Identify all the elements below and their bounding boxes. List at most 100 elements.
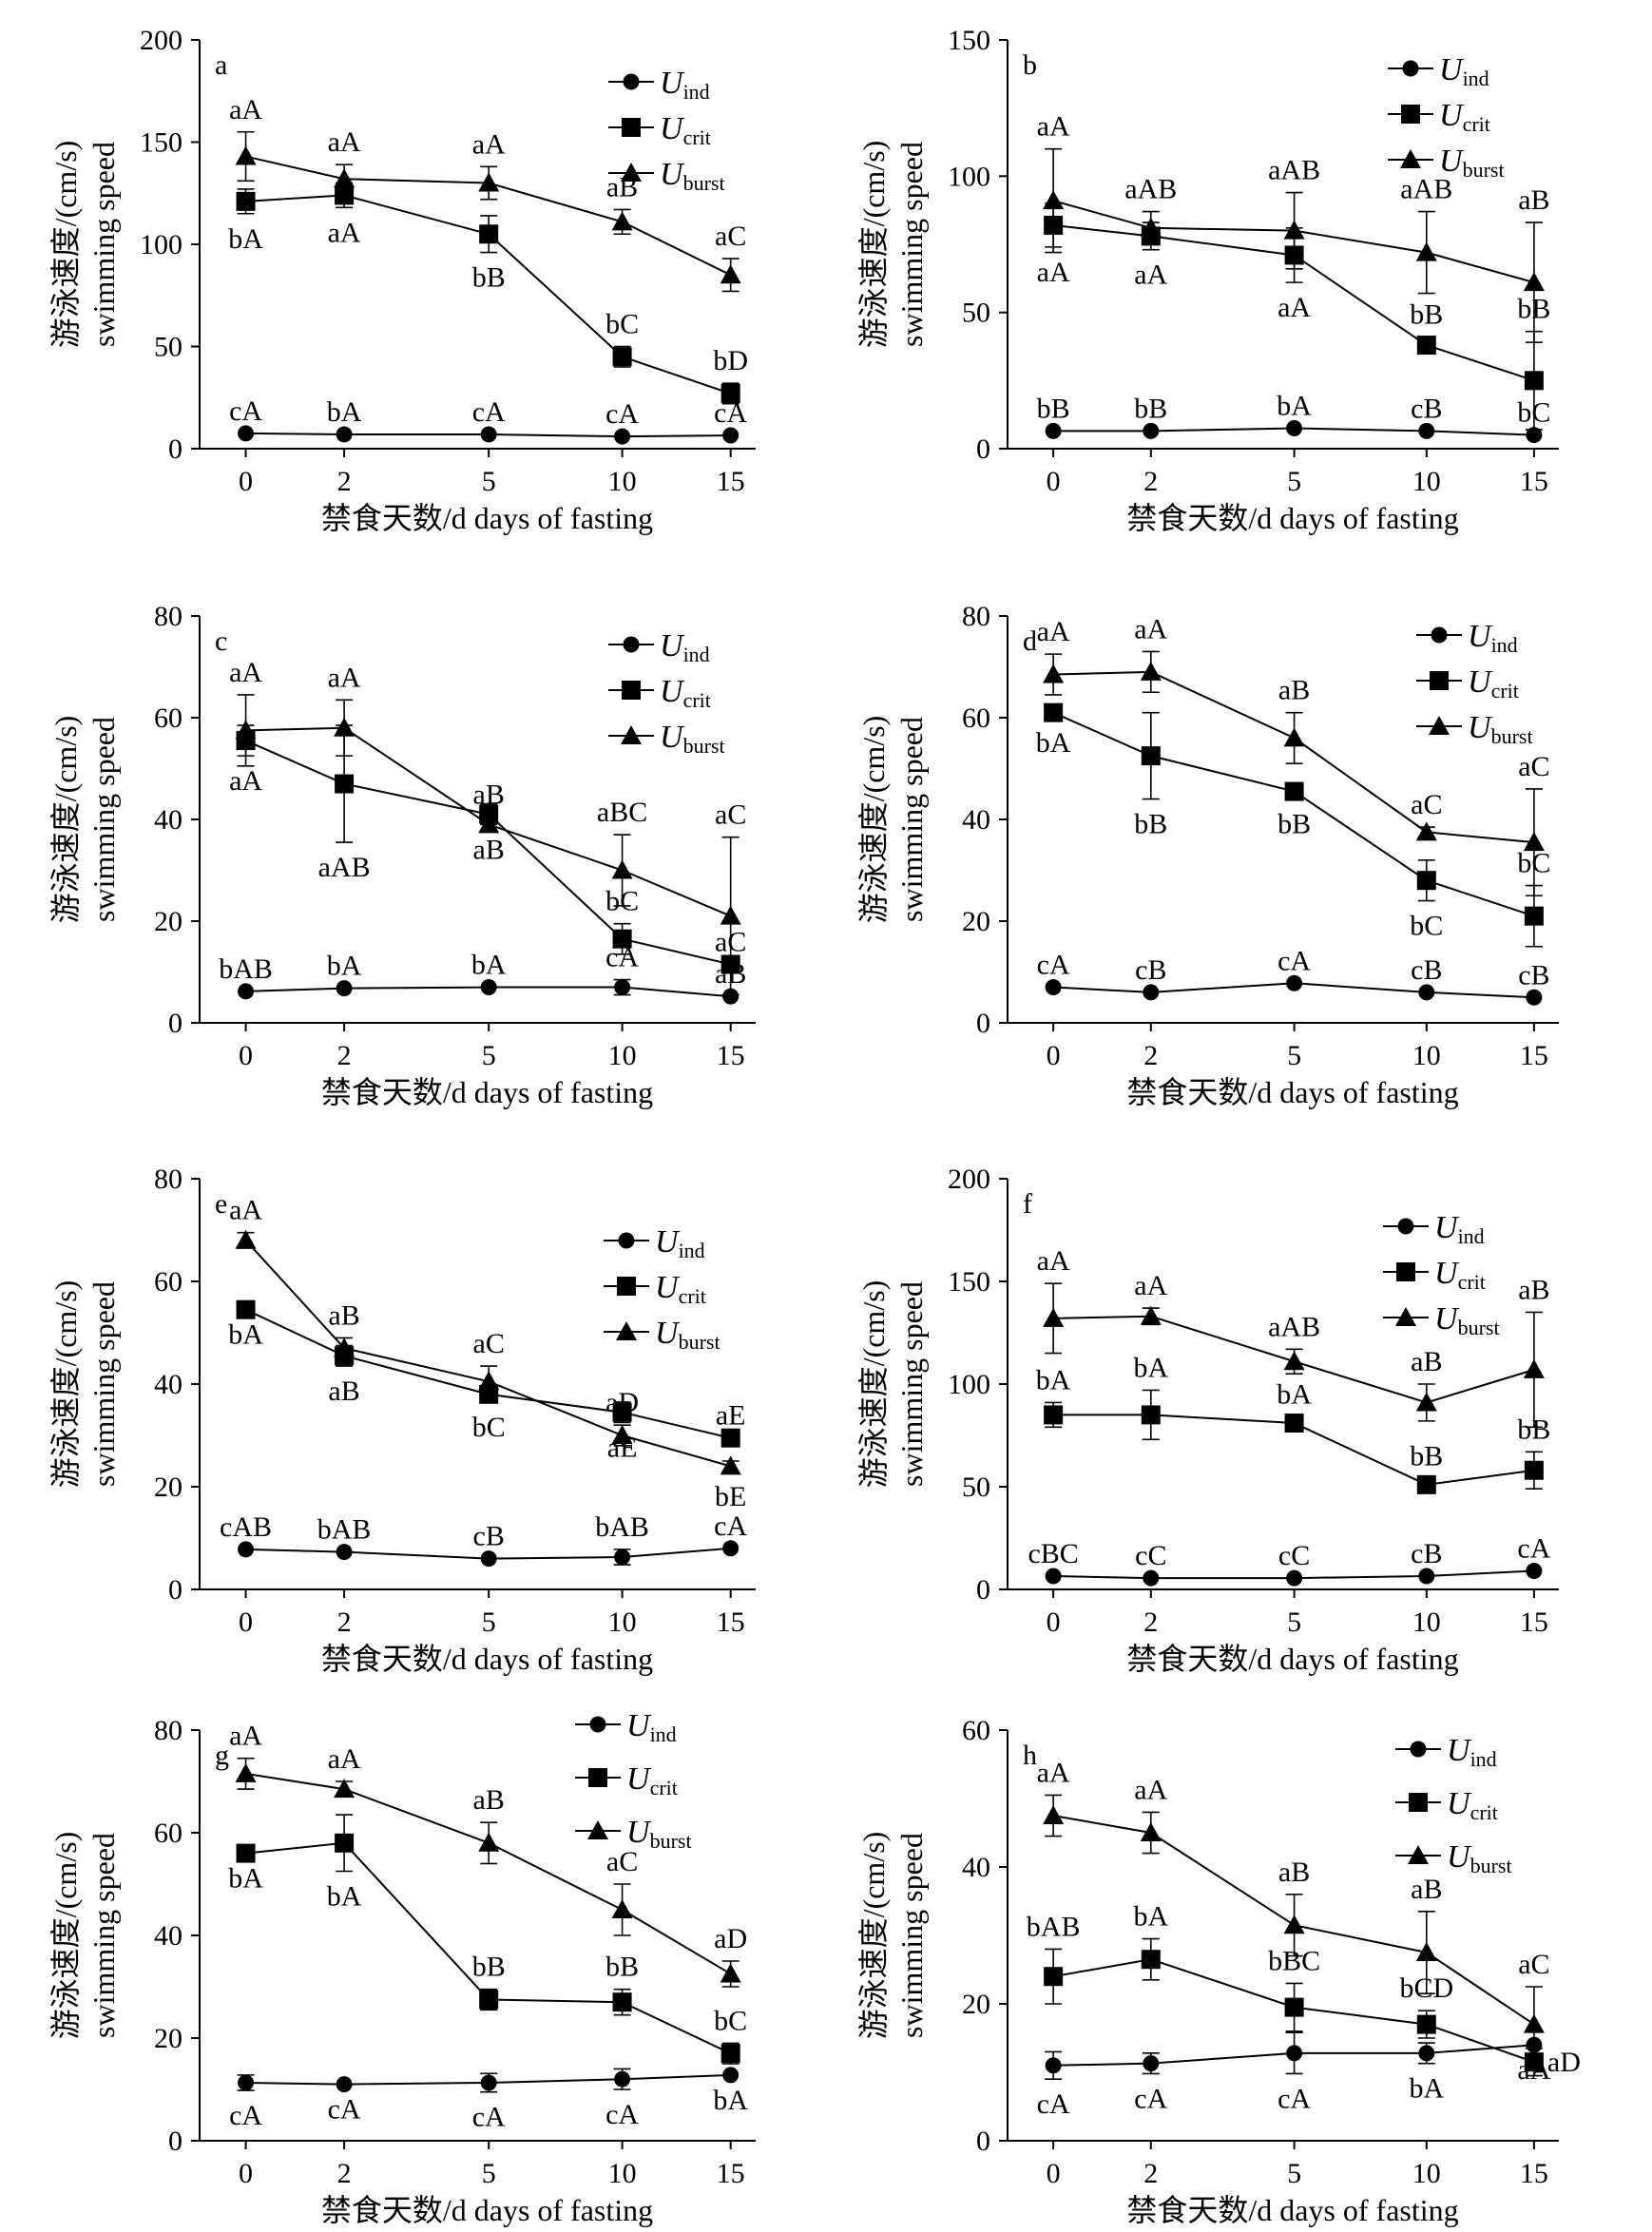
data-point: [611, 1425, 633, 1444]
legend-label: Uind: [1468, 619, 1518, 657]
data-point: [335, 185, 355, 205]
significance-label: cA: [328, 2094, 361, 2126]
data-point: [336, 2076, 353, 2093]
data-point: [1523, 2013, 1545, 2033]
panel-letter: e: [215, 1188, 227, 1220]
series-u-ind: bB bB bA cB bC: [1037, 391, 1550, 444]
x-tick-label: 15: [1520, 466, 1548, 497]
legend-marker: [621, 725, 642, 744]
data-point: [1044, 1405, 1064, 1425]
significance-label: cC: [1278, 1540, 1310, 1571]
legend-marker: [621, 163, 642, 182]
data-point: [720, 2044, 740, 2064]
y-tick-label: 20: [962, 1989, 990, 2020]
significance-label: aC: [715, 799, 746, 831]
significance-label: bAB: [595, 1511, 649, 1543]
data-point: [1043, 664, 1065, 683]
y-tick-label: 150: [140, 127, 182, 159]
data-point: [336, 1544, 353, 1561]
x-tick-label: 2: [1143, 2158, 1158, 2189]
x-tick-label: 5: [1287, 1040, 1301, 1071]
data-point: [1140, 1305, 1162, 1325]
significance-label: cA: [605, 398, 639, 430]
legend-label: Ucrit: [1468, 664, 1519, 702]
significance-label: aAB: [1268, 155, 1320, 186]
series-line: [245, 1841, 732, 2055]
significance-label: aD: [1547, 2047, 1581, 2078]
y-axis-title-cn: 游泳速度/(cm/s): [48, 1832, 83, 2040]
significance-label: aC: [606, 1846, 638, 1877]
x-tick-label: 2: [337, 466, 352, 497]
legend-marker: [1410, 1741, 1427, 1758]
data-point: [1045, 979, 1062, 996]
x-tick-label: 5: [1287, 1607, 1301, 1638]
data-point: [1286, 2045, 1303, 2062]
legend-label: Ucrit: [655, 1270, 706, 1308]
y-tick-label: 60: [154, 1266, 182, 1298]
significance-label: bA: [1036, 727, 1071, 759]
significance-label: bAB: [317, 1514, 372, 1546]
y-tick-label: 50: [154, 332, 182, 363]
data-point: [720, 264, 741, 284]
data-point: [236, 191, 256, 211]
data-point: [720, 1963, 741, 1983]
data-point: [235, 720, 257, 740]
data-point: [1043, 1805, 1065, 1824]
data-point: [1045, 1568, 1062, 1585]
y-tick-label: 200: [948, 1164, 990, 1195]
significance-label: aA: [1037, 616, 1070, 647]
y-tick-label: 40: [154, 1369, 182, 1400]
x-tick-label: 10: [1412, 2158, 1441, 2189]
y-tick-label: 150: [948, 1266, 990, 1298]
panel-letter: f: [1023, 1188, 1032, 1220]
significance-label: cA: [472, 396, 506, 428]
data-point: [1526, 427, 1543, 444]
y-tick-label: 20: [154, 1472, 182, 1503]
data-point: [612, 347, 632, 367]
legend-label: Ucrit: [660, 111, 711, 149]
significance-label: aC: [473, 1328, 505, 1359]
data-point: [235, 1762, 257, 1782]
data-point: [1415, 821, 1437, 841]
data-point: [1045, 422, 1062, 439]
y-axis-title-en: swimming speed: [86, 717, 121, 922]
chart-panel-b: 0 50 100 150 0 2 5 10 15 禁食天数/d days of fasting 游泳…: [856, 25, 1559, 535]
data-point: [614, 428, 631, 445]
legend-label: Uburst: [1468, 710, 1533, 748]
significance-label: cA: [229, 2100, 262, 2131]
data-point: [614, 979, 631, 996]
y-tick-label: 200: [140, 25, 182, 56]
x-tick-label: 15: [717, 466, 745, 497]
data-point: [1143, 2055, 1160, 2072]
legend: Uind Ucrit Uburst: [608, 628, 725, 758]
significance-label: aC: [1411, 789, 1442, 820]
legend-marker: [1395, 1307, 1416, 1326]
data-point: [238, 1541, 255, 1558]
significance-label: aB: [473, 834, 505, 865]
x-axis-title: 禁食天数/d days of fasting: [321, 1075, 653, 1109]
data-point: [336, 426, 353, 443]
y-tick-label: 20: [154, 906, 182, 937]
data-point: [1140, 1822, 1162, 1841]
chart-panel-a: 0 50 100 150 200 0 2 5 10 15 禁食天数/d days of fastin…: [48, 25, 756, 535]
y-tick-label: 50: [962, 298, 990, 329]
data-point: [1524, 1460, 1544, 1480]
data-point: [335, 1833, 355, 1853]
y-axis-title-en: swimming speed: [894, 1281, 929, 1487]
x-tick-label: 0: [1047, 466, 1061, 497]
data-point: [1141, 1950, 1161, 1970]
legend-label: Ucrit: [660, 674, 711, 712]
significance-label: cA: [1277, 945, 1311, 976]
data-point: [238, 983, 255, 1000]
y-tick-label: 80: [154, 1715, 182, 1746]
x-tick-label: 10: [608, 466, 637, 497]
y-axis-title-cn: 游泳速度/(cm/s): [48, 141, 83, 349]
significance-label: aE: [716, 1400, 746, 1432]
significance-label: aA: [1037, 257, 1070, 288]
x-tick-label: 10: [608, 2158, 637, 2189]
legend-marker: [618, 1232, 635, 1249]
data-point: [1286, 1569, 1303, 1587]
data-point: [720, 1455, 741, 1475]
